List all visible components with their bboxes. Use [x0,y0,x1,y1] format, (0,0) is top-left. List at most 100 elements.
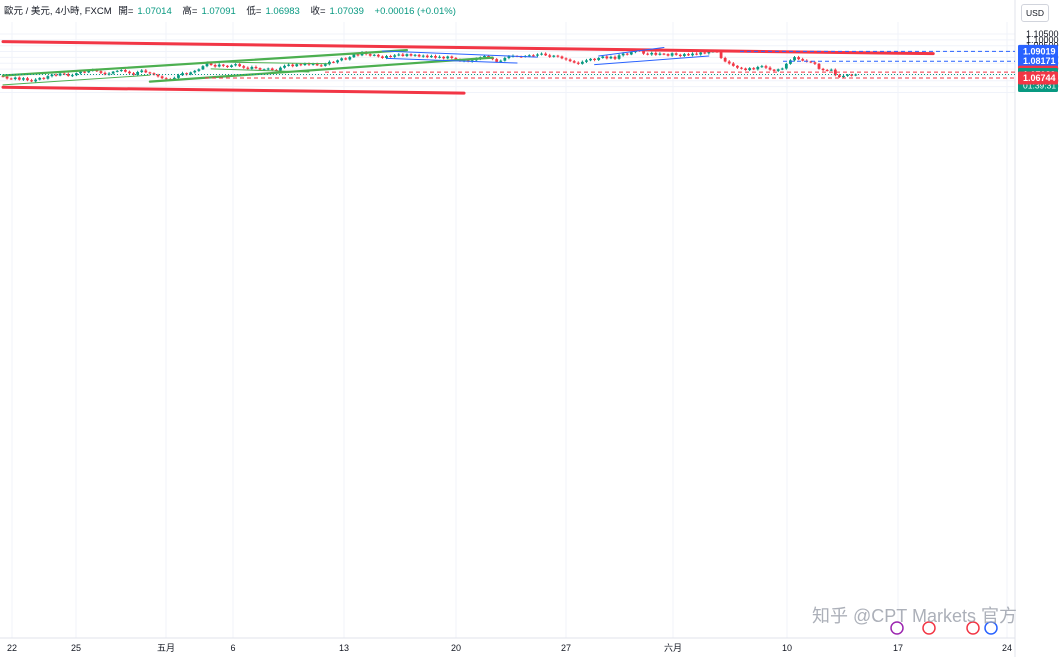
candle-body [666,54,670,56]
candle-body [152,73,156,75]
candle-body [629,52,633,55]
green-flag-top[interactable] [206,61,330,65]
candle-body [397,54,401,56]
green-channel-bottom[interactable] [148,56,494,83]
candle-body [307,63,311,65]
pair-label: 歐元 / 美元, 4小時, FXCM [4,6,112,17]
candle-body [336,60,339,63]
candle-body [772,69,776,71]
candle-body [413,54,417,56]
candle-body [695,53,698,55]
candle-body [38,77,42,80]
green-small-bottom[interactable] [2,74,151,86]
candle-body [352,54,356,58]
candle-body [499,60,503,62]
candle-body [140,70,144,73]
candle-body [752,68,756,70]
candle-body [119,70,123,72]
blue-rise-bottom[interactable] [594,55,710,66]
candle-body [744,68,747,71]
event-flag-icon[interactable] [890,621,904,635]
candle-body [813,62,817,64]
candle-body [487,55,490,58]
candle-body [425,55,429,58]
candle-body [213,65,217,67]
candle-body [136,72,140,75]
event-flag-icon[interactable] [922,621,936,635]
candle-body [75,73,78,76]
candle-body [548,55,552,57]
low-label: 低= 1.06983 [246,6,300,17]
candle-body [209,63,213,66]
candle-body [442,56,446,59]
candle-body [760,66,764,68]
candle-body [483,55,486,58]
candle-body [678,54,682,56]
candle-body [503,57,507,61]
candle-body [311,63,315,65]
candle-body [507,56,511,58]
candle-body [372,54,376,56]
x-tick-label: 20 [451,643,461,653]
candle-body [299,64,303,66]
candle-body [54,74,58,76]
candle-body [270,68,274,71]
candle-body [658,53,662,55]
candle-body [185,73,188,75]
event-flag-icon[interactable] [984,621,998,635]
candle-body [356,54,360,56]
candle-body [262,69,266,71]
candle-body [833,69,837,76]
high-label: 高= 1.07091 [182,6,236,17]
candle-body [699,52,703,55]
event-flag-icon[interactable] [966,621,980,635]
candle-body [580,61,584,64]
candle-body [731,63,735,66]
candle-body [572,61,576,63]
candle-body [430,55,433,58]
candle-body [585,60,588,62]
candle-body [421,55,425,57]
candle-body [417,54,421,57]
candle-body [128,71,131,74]
candle-body [793,57,796,61]
candle-body [768,67,772,70]
candle-body [303,63,307,66]
candle-body [544,53,548,56]
candle-body [242,66,246,68]
lower-red-support[interactable] [1,85,466,95]
candle-body [344,58,348,60]
currency-button[interactable]: USD [1021,4,1049,22]
green-small-top[interactable] [2,68,110,77]
candle-body [295,64,299,67]
blue-channel-top[interactable] [381,50,538,58]
candle-body [22,78,25,80]
candle-body [42,77,46,79]
green-flag-bottom[interactable] [210,68,310,73]
blue-channel-bottom[interactable] [386,57,518,64]
candle-body [446,56,450,59]
candle-body [842,75,845,78]
candle-body [376,54,380,57]
price-tag [1018,71,1058,85]
candle-body [323,64,327,66]
candle-body [650,52,654,55]
x-tick-label: 10 [782,643,792,653]
candle-body [556,55,560,57]
candle-body [589,58,592,61]
candle-body [576,62,580,64]
candle-body [156,74,160,77]
price-tag [1018,44,1058,58]
candle-body [50,74,54,77]
x-tick-label: 六月 [664,642,682,653]
candle-body [405,54,409,56]
blue-rise-top[interactable] [598,46,665,57]
close-label: 收= 1.07039 [310,6,364,17]
candle-body [707,51,711,54]
candle-body [601,56,605,58]
candle-body [87,70,91,73]
candle-body [495,59,499,62]
candle-body [279,67,282,71]
